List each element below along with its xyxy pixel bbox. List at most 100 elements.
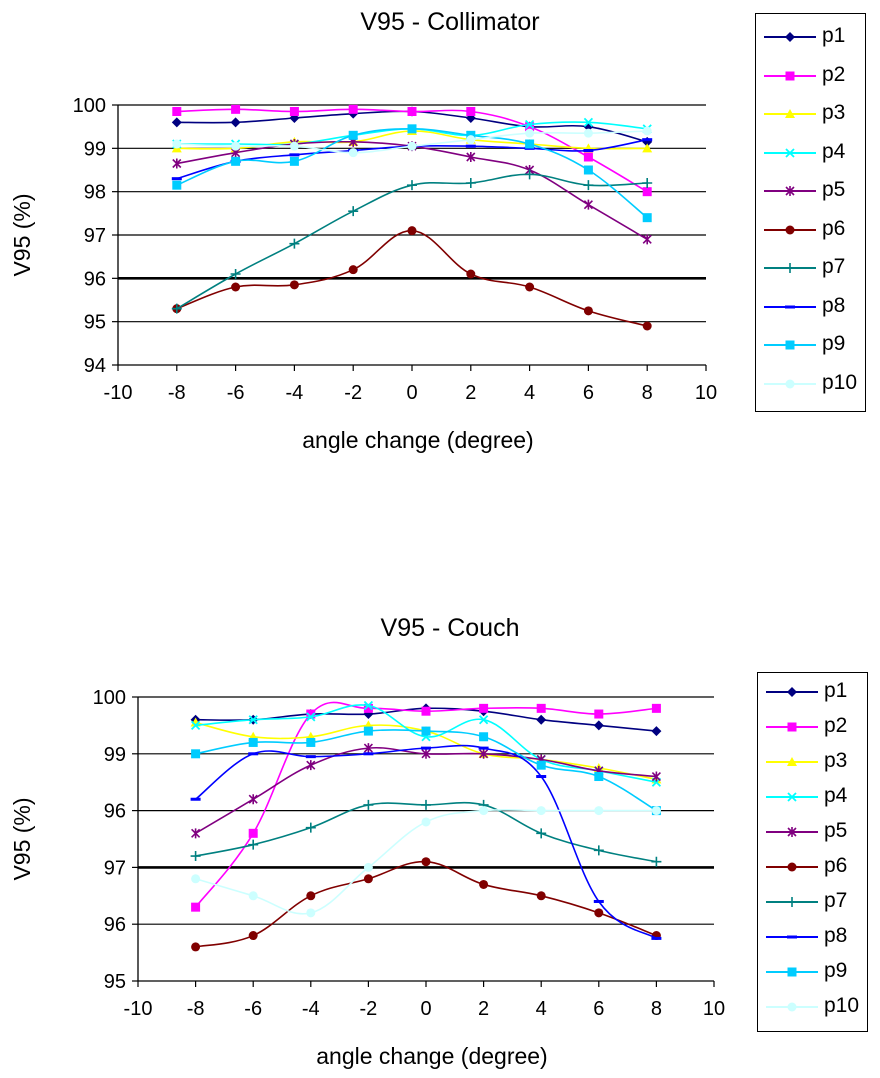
series-line xyxy=(195,744,657,940)
data-point xyxy=(594,908,604,918)
data-point xyxy=(363,874,373,884)
data-point xyxy=(191,942,201,952)
data-point xyxy=(583,306,593,316)
data-point xyxy=(289,141,299,151)
data-point xyxy=(172,180,182,190)
data-point xyxy=(642,213,652,223)
legend-label: p8 xyxy=(824,924,848,947)
x-tick-label: 0 xyxy=(406,382,417,404)
data-point xyxy=(651,936,662,940)
data-point xyxy=(536,828,547,839)
data-point xyxy=(348,206,359,217)
data-point xyxy=(651,771,661,782)
legend-swatch xyxy=(764,71,816,80)
data-point xyxy=(583,180,594,191)
data-point xyxy=(190,720,201,731)
legend-label: p2 xyxy=(822,62,846,86)
data-point xyxy=(363,799,374,810)
data-point xyxy=(363,743,373,754)
legend-marker xyxy=(785,71,795,80)
legend-item-p7: p7 xyxy=(758,887,868,917)
y-tick-label: 96 xyxy=(104,914,126,936)
data-point xyxy=(465,144,476,148)
data-point xyxy=(536,891,546,901)
x-tick-label: 0 xyxy=(420,998,431,1020)
legend-swatch xyxy=(764,147,816,158)
series-p10 xyxy=(191,806,661,918)
data-point xyxy=(306,891,316,901)
data-point xyxy=(407,141,417,151)
legend-swatch xyxy=(764,263,816,273)
legend-marker xyxy=(787,967,797,977)
legend-label: p10 xyxy=(824,994,860,1017)
legend-marker xyxy=(785,32,795,42)
data-point xyxy=(172,158,182,169)
y-tick-label: 95 xyxy=(104,971,126,993)
data-point xyxy=(363,726,373,736)
legend-label: p1 xyxy=(822,24,846,47)
data-point xyxy=(289,238,300,249)
data-point xyxy=(593,720,604,731)
y-tick-label: 96 xyxy=(104,801,126,823)
data-point xyxy=(466,269,476,279)
legend-label: p9 xyxy=(822,332,846,355)
data-point xyxy=(248,715,258,725)
legend-label: p3 xyxy=(822,101,846,124)
legend-item-p7: p7 xyxy=(756,253,866,283)
y-tick-label: 99 xyxy=(104,744,126,766)
x-tick-label: 2 xyxy=(465,382,476,404)
legend-marker xyxy=(785,109,795,118)
legend-swatch xyxy=(766,687,818,697)
data-point xyxy=(525,122,535,132)
legend-label: p7 xyxy=(822,255,846,278)
y-tick-label: 99 xyxy=(84,138,106,160)
x-tick-label: 4 xyxy=(524,382,535,404)
data-point xyxy=(248,891,258,901)
legend-marker xyxy=(787,935,797,939)
data-point xyxy=(306,712,316,722)
legend: p1 p2 p3 p4 p5 p6 p7 p8 p9 p10 xyxy=(757,672,868,1032)
legend-item-p10: p10 xyxy=(756,369,866,399)
series-p8 xyxy=(190,744,662,940)
legend-item-p3: p3 xyxy=(756,99,866,129)
data-point xyxy=(583,165,593,175)
series-p6 xyxy=(172,226,652,331)
legend-marker xyxy=(785,379,795,388)
data-point xyxy=(642,138,653,142)
data-point xyxy=(421,748,431,759)
x-tick-label: -10 xyxy=(104,382,133,404)
data-point xyxy=(190,717,201,727)
chart-title: V95 - Couch xyxy=(380,614,520,642)
x-tick-label: 8 xyxy=(642,382,653,404)
data-point xyxy=(289,280,299,290)
legend-item-p5: p5 xyxy=(758,817,868,847)
data-point xyxy=(642,126,652,136)
data-point xyxy=(536,775,547,779)
series-line xyxy=(195,729,657,812)
data-point xyxy=(191,902,201,912)
x-tick-label: 8 xyxy=(651,998,662,1020)
data-point xyxy=(536,714,547,725)
legend-swatch xyxy=(764,109,816,118)
x-tick-label: 6 xyxy=(583,382,594,404)
data-point xyxy=(466,152,476,162)
legend-marker xyxy=(785,225,795,234)
data-point xyxy=(421,706,431,716)
legend-item-p3: p3 xyxy=(758,747,868,777)
data-point xyxy=(363,752,374,756)
legend-item-p2: p2 xyxy=(758,712,868,742)
y-tick-label: 97 xyxy=(84,225,106,247)
data-point xyxy=(421,746,431,750)
data-point xyxy=(230,117,241,128)
legend-label: p10 xyxy=(822,370,858,394)
legend-item-p10: p10 xyxy=(758,992,868,1022)
legend-marker xyxy=(787,862,797,872)
data-point xyxy=(524,119,535,130)
plot-area: 95 96 97 96 99 100 -10 -8 -6 -4 -2 0 2 4 6 8 10 angle cha… xyxy=(9,687,725,1069)
series-line xyxy=(195,860,657,948)
series-p7 xyxy=(171,169,653,314)
legend-item-p9: p9 xyxy=(756,330,866,360)
data-point xyxy=(407,124,417,134)
x-tick-label: -10 xyxy=(124,998,153,1020)
series-p2 xyxy=(191,701,661,912)
